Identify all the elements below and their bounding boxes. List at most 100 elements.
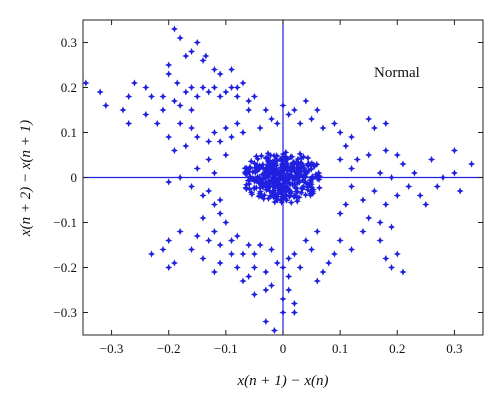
x-tick-label: −0.2 bbox=[157, 341, 181, 356]
data-point bbox=[130, 79, 139, 87]
data-point bbox=[241, 164, 249, 172]
data-point bbox=[287, 189, 295, 197]
data-point bbox=[393, 191, 401, 200]
data-point bbox=[313, 227, 321, 236]
data-point bbox=[307, 165, 315, 173]
data-point bbox=[315, 175, 323, 184]
data-point bbox=[427, 155, 436, 164]
data-point bbox=[278, 153, 286, 162]
data-point bbox=[255, 164, 263, 172]
data-point bbox=[393, 250, 401, 258]
data-point bbox=[216, 196, 224, 204]
data-point bbox=[270, 326, 279, 335]
data-point bbox=[256, 241, 264, 249]
data-point bbox=[176, 101, 184, 110]
data-point bbox=[242, 181, 251, 189]
data-point bbox=[309, 189, 317, 198]
data-point bbox=[210, 227, 219, 236]
data-point bbox=[266, 163, 274, 171]
data-point bbox=[312, 170, 320, 179]
data-point bbox=[291, 168, 299, 176]
data-point bbox=[245, 168, 253, 176]
data-point bbox=[308, 183, 316, 192]
data-point bbox=[193, 38, 201, 47]
data-point bbox=[319, 124, 327, 132]
data-point bbox=[271, 156, 279, 164]
data-point bbox=[193, 133, 201, 141]
data-point bbox=[269, 188, 277, 196]
data-point bbox=[280, 162, 288, 170]
data-point bbox=[273, 169, 281, 178]
y-tick-label: −0.1 bbox=[53, 215, 77, 230]
data-point bbox=[382, 119, 390, 128]
data-point bbox=[387, 223, 396, 231]
data-point bbox=[250, 250, 259, 258]
data-point bbox=[376, 169, 384, 177]
data-point bbox=[267, 177, 275, 185]
data-point bbox=[187, 106, 196, 114]
data-point bbox=[259, 161, 267, 169]
data-point bbox=[102, 101, 110, 110]
data-point bbox=[216, 92, 224, 101]
data-point bbox=[270, 174, 278, 182]
x-axis-label: x(n + 1) − x(n) bbox=[236, 373, 328, 389]
data-point bbox=[265, 165, 273, 173]
x-tick-label: 0.2 bbox=[389, 341, 405, 356]
data-point bbox=[262, 268, 270, 276]
data-point bbox=[267, 161, 275, 170]
data-point bbox=[273, 166, 281, 174]
data-point bbox=[270, 191, 278, 199]
data-point bbox=[247, 157, 255, 165]
data-point bbox=[255, 192, 263, 200]
data-point bbox=[422, 200, 430, 209]
data-point bbox=[296, 119, 304, 128]
data-point bbox=[250, 290, 259, 299]
data-point bbox=[295, 178, 303, 186]
data-point bbox=[176, 119, 184, 128]
data-point bbox=[315, 169, 323, 177]
data-point bbox=[359, 196, 367, 204]
data-point bbox=[313, 106, 321, 114]
data-point bbox=[287, 163, 295, 171]
data-point bbox=[287, 171, 295, 179]
data-point bbox=[147, 250, 156, 258]
data-point bbox=[257, 180, 266, 188]
data-point bbox=[305, 166, 313, 175]
x-axis: −0.3 −0.2 −0.1 0 0.1 0.2 0.3 bbox=[100, 20, 463, 356]
data-point bbox=[222, 218, 230, 227]
data-point bbox=[292, 193, 300, 201]
reference-lines bbox=[83, 20, 483, 335]
data-point bbox=[285, 272, 293, 281]
data-point bbox=[307, 180, 316, 188]
data-point bbox=[302, 168, 310, 176]
data-point bbox=[295, 163, 303, 171]
data-point bbox=[142, 110, 150, 119]
x-tick-label: −0.1 bbox=[214, 341, 238, 356]
data-point bbox=[291, 191, 299, 199]
data-point bbox=[304, 154, 312, 162]
data-point bbox=[467, 160, 476, 168]
data-point bbox=[299, 176, 307, 184]
data-point bbox=[296, 150, 304, 158]
data-point bbox=[307, 245, 316, 254]
data-point bbox=[273, 151, 281, 160]
data-point bbox=[266, 168, 274, 176]
data-point bbox=[292, 183, 300, 191]
y-tick-label: 0.2 bbox=[61, 80, 77, 95]
data-point bbox=[295, 193, 303, 201]
x-tick-label: −0.3 bbox=[100, 341, 124, 356]
data-point bbox=[302, 236, 310, 245]
data-point bbox=[280, 193, 288, 201]
x-tick-label: 0.3 bbox=[446, 341, 462, 356]
data-point bbox=[387, 263, 396, 272]
data-point bbox=[245, 97, 253, 105]
data-point bbox=[249, 168, 257, 176]
data-point bbox=[266, 179, 274, 188]
data-point bbox=[275, 170, 283, 179]
data-point bbox=[119, 106, 127, 114]
data-point bbox=[309, 161, 318, 170]
data-point bbox=[266, 187, 274, 195]
data-point bbox=[299, 153, 308, 161]
data-point bbox=[309, 185, 317, 194]
data-point bbox=[283, 196, 291, 204]
